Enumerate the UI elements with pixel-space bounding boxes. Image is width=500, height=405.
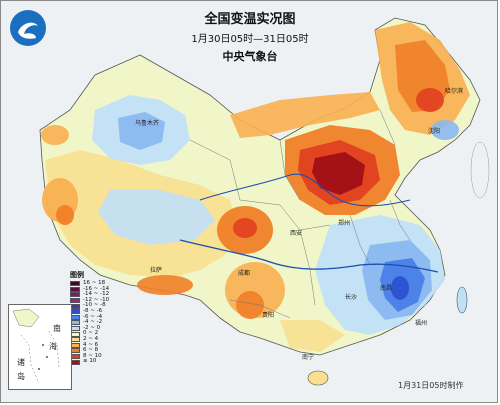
color-legend: 图例 16 ~ 18 -16 ~ -14 -14 ~ -12 -12 ~ -10 -10… [70,270,122,365]
city-label: 西安 [290,230,303,237]
city-label: 长沙 [345,294,358,301]
south-china-sea-inset: 南 海 诸 岛 [8,304,72,390]
warm-spot-west-2 [56,205,74,225]
city-label: 沈阳 [428,128,441,135]
legend-label: 8 ~ 10 [83,352,102,359]
inset-label: 岛 [17,372,25,381]
warm-zone-inner-mongolia [230,92,380,138]
warm-spot-sichuan-core [233,218,257,238]
legend-swatch [70,298,80,304]
warm-spot-north-west [41,125,69,145]
city-label: 哈尔滨 [445,88,464,95]
city-label: 成都 [238,270,251,277]
agency-label: 中央气象台 [222,50,278,63]
city-label: 拉萨 [150,267,163,274]
yangtze-river [179,239,439,273]
inset-label: 海 [49,342,57,351]
yellow-river [199,173,411,207]
production-date-note: 1月31日05时制作 [398,381,464,390]
legend-label: 6 ~ 8 [83,347,99,354]
warm-spot-guizhou-core [236,291,264,319]
legend-row: -16 ~ -14 [70,285,122,293]
legend-row: -14 ~ -12 [70,292,122,298]
city-label: 乌鲁木齐 [135,120,160,127]
legend-row: -12 ~ -10 [70,296,122,304]
city-label: 南昌 [380,285,393,292]
legend-label: ≥ 10 [83,358,97,365]
legend-title: 图例 [70,271,84,279]
korea-peninsula [470,141,490,199]
city-label: 福州 [415,320,428,327]
legend-label: 0 ~ 2 [83,330,99,337]
legend-label: -8 ~ -6 [83,307,103,314]
legend-row: ≥ 10 [70,359,122,365]
legend-label: 2 ~ 4 [83,335,99,342]
warm-zone-north-peak [312,152,365,195]
legend-row: 16 ~ 18 [70,280,122,287]
cold-spot-liaoning [431,120,459,140]
city-label: 南宁 [302,354,315,361]
city-label: 郑州 [338,220,351,227]
legend-swatch [70,281,80,287]
inset-label: 南 [53,324,61,333]
legend-label: -4 ~ -2 [83,319,103,326]
cma-logo [10,10,46,46]
cold-spot-fujian-core [391,276,409,300]
legend-label: 16 ~ 18 [83,280,106,286]
inset-label: 诸 [17,358,25,367]
legend-swatch [70,286,80,292]
legend-label: -12 ~ -10 [83,296,110,303]
taiwan-island [456,286,468,314]
legend-label: -14 ~ -12 [83,291,110,298]
map-title: 全国变温实况图 [204,12,296,27]
warm-zone-south [280,320,345,352]
legend-swatch [70,292,80,298]
warm-spot-south-tibet [137,275,193,295]
legend-label: -2 ~ 0 [83,324,101,331]
legend-label: -6 ~ -4 [83,313,103,320]
city-label: 贵阳 [262,312,275,319]
cold-zone-xinjiang-core [118,112,165,150]
inset-map [12,308,60,384]
warm-spot-heilongjiang [416,88,444,112]
hainan-island [307,370,329,386]
cold-zone-tibet [98,190,215,245]
legend-label: -16 ~ -14 [83,285,110,292]
legend-label: 4 ~ 6 [83,341,99,348]
map-subtitle: 1月30日05时—31日05时 [191,34,309,45]
province-boundaries [189,109,411,319]
legend-rows: 16 ~ 18 -16 ~ -14 -14 ~ -12 -12 ~ -10 -10 ~ … [70,280,122,365]
legend-label: -10 ~ -8 [83,302,106,309]
